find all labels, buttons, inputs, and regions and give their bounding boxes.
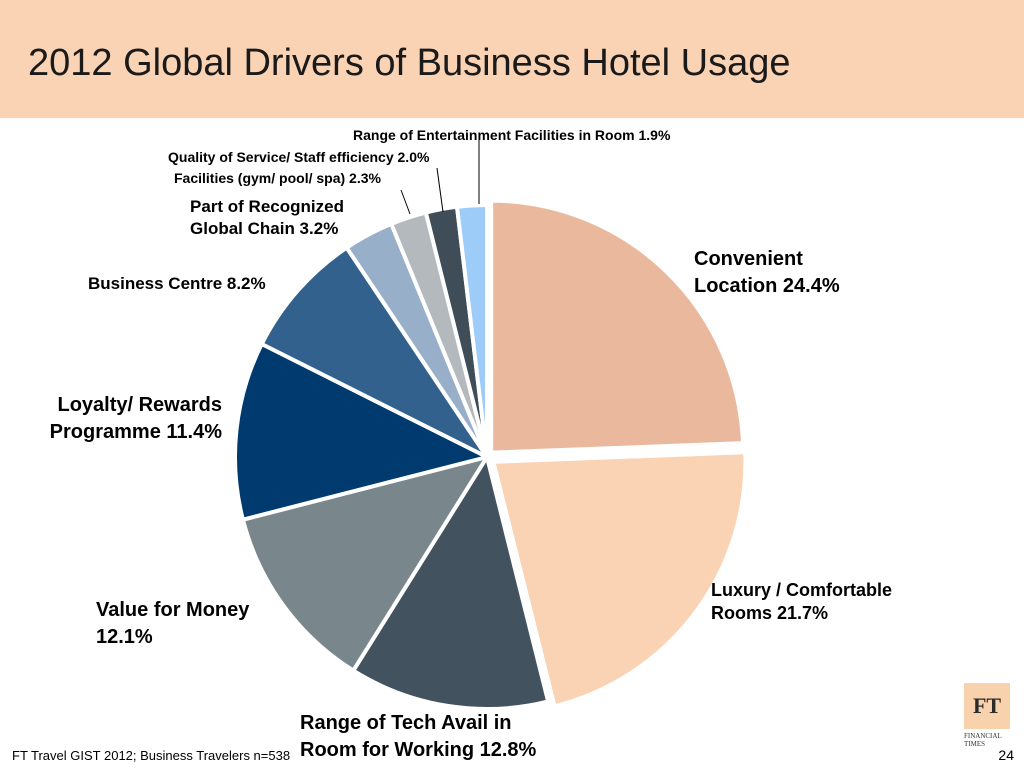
slice-label: Loyalty/ Rewards Programme 11.4%: [50, 394, 223, 443]
title-banner: 2012 Global Drivers of Business Hotel Us…: [0, 0, 1024, 118]
slice-label-line: Room for Working 12.8%: [300, 739, 537, 761]
slice-label-line: Facilities (gym/ pool/ spa) 2.3%: [174, 170, 381, 186]
slice-label-line: Loyalty/ Rewards: [57, 394, 222, 416]
pie-slice: [351, 455, 551, 711]
slice-label-line: Luxury / Comfortable: [711, 580, 892, 600]
slice-label: Convenient Location 24.4%: [694, 248, 840, 297]
slice-label-line: Business Centre 8.2%: [88, 274, 266, 293]
leader-line: [400, 189, 411, 215]
pie-slice: [491, 450, 748, 709]
slice-label-line: Programme 11.4%: [50, 421, 223, 443]
slice-label-line: Convenient: [694, 248, 803, 270]
source-note: FT Travel GIST 2012; Business Travelers …: [12, 748, 291, 763]
slice-label-line: Rooms 21.7%: [711, 603, 828, 623]
slice-label: Luxury / Comfortable Rooms 21.7%: [711, 580, 892, 623]
ft-logo: FT FINANCIAL TIMES: [964, 683, 1010, 748]
ft-logo-line2: TIMES: [964, 740, 985, 748]
slice-label-line: Part of Recognized: [190, 197, 344, 216]
slice-label-line: Value for Money: [96, 599, 250, 621]
slice-label-line: Global Chain 3.2%: [190, 219, 338, 238]
slice-label-line: Location 24.4%: [694, 275, 840, 297]
slice-label-line: Range of Tech Avail in: [300, 712, 512, 734]
page-title: 2012 Global Drivers of Business Hotel Us…: [28, 42, 791, 84]
pie-slice: [489, 198, 745, 455]
slice-label-line: Quality of Service/ Staff efficiency 2.0…: [168, 149, 430, 165]
leader-line: [436, 167, 444, 213]
slice-label: Business Centre 8.2%: [88, 274, 266, 293]
ft-logo-line1: FINANCIAL: [964, 732, 1002, 740]
slice-label-line: 12.1%: [96, 626, 153, 648]
pie-slice: [233, 342, 489, 522]
ft-logo-mark: FT: [964, 683, 1010, 729]
slice-label: Range of Tech Avail in Room for Working 1…: [300, 712, 537, 761]
slice-label: Part of Recognized Global Chain 3.2%: [190, 197, 344, 238]
slice-label: Value for Money 12.1%: [96, 599, 250, 648]
pie-slice: [454, 203, 489, 459]
slice-label: Quality of Service/ Staff efficiency 2.0…: [168, 149, 430, 165]
pie-slice: [240, 455, 489, 673]
pie-slice: [259, 245, 489, 459]
page-number: 24: [998, 747, 1014, 763]
slice-label: Facilities (gym/ pool/ spa) 2.3%: [174, 170, 381, 186]
slice-label-line: Range of Entertainment Facilities in Roo…: [353, 127, 671, 143]
slice-label: Range of Entertainment Facilities in Roo…: [353, 127, 671, 143]
